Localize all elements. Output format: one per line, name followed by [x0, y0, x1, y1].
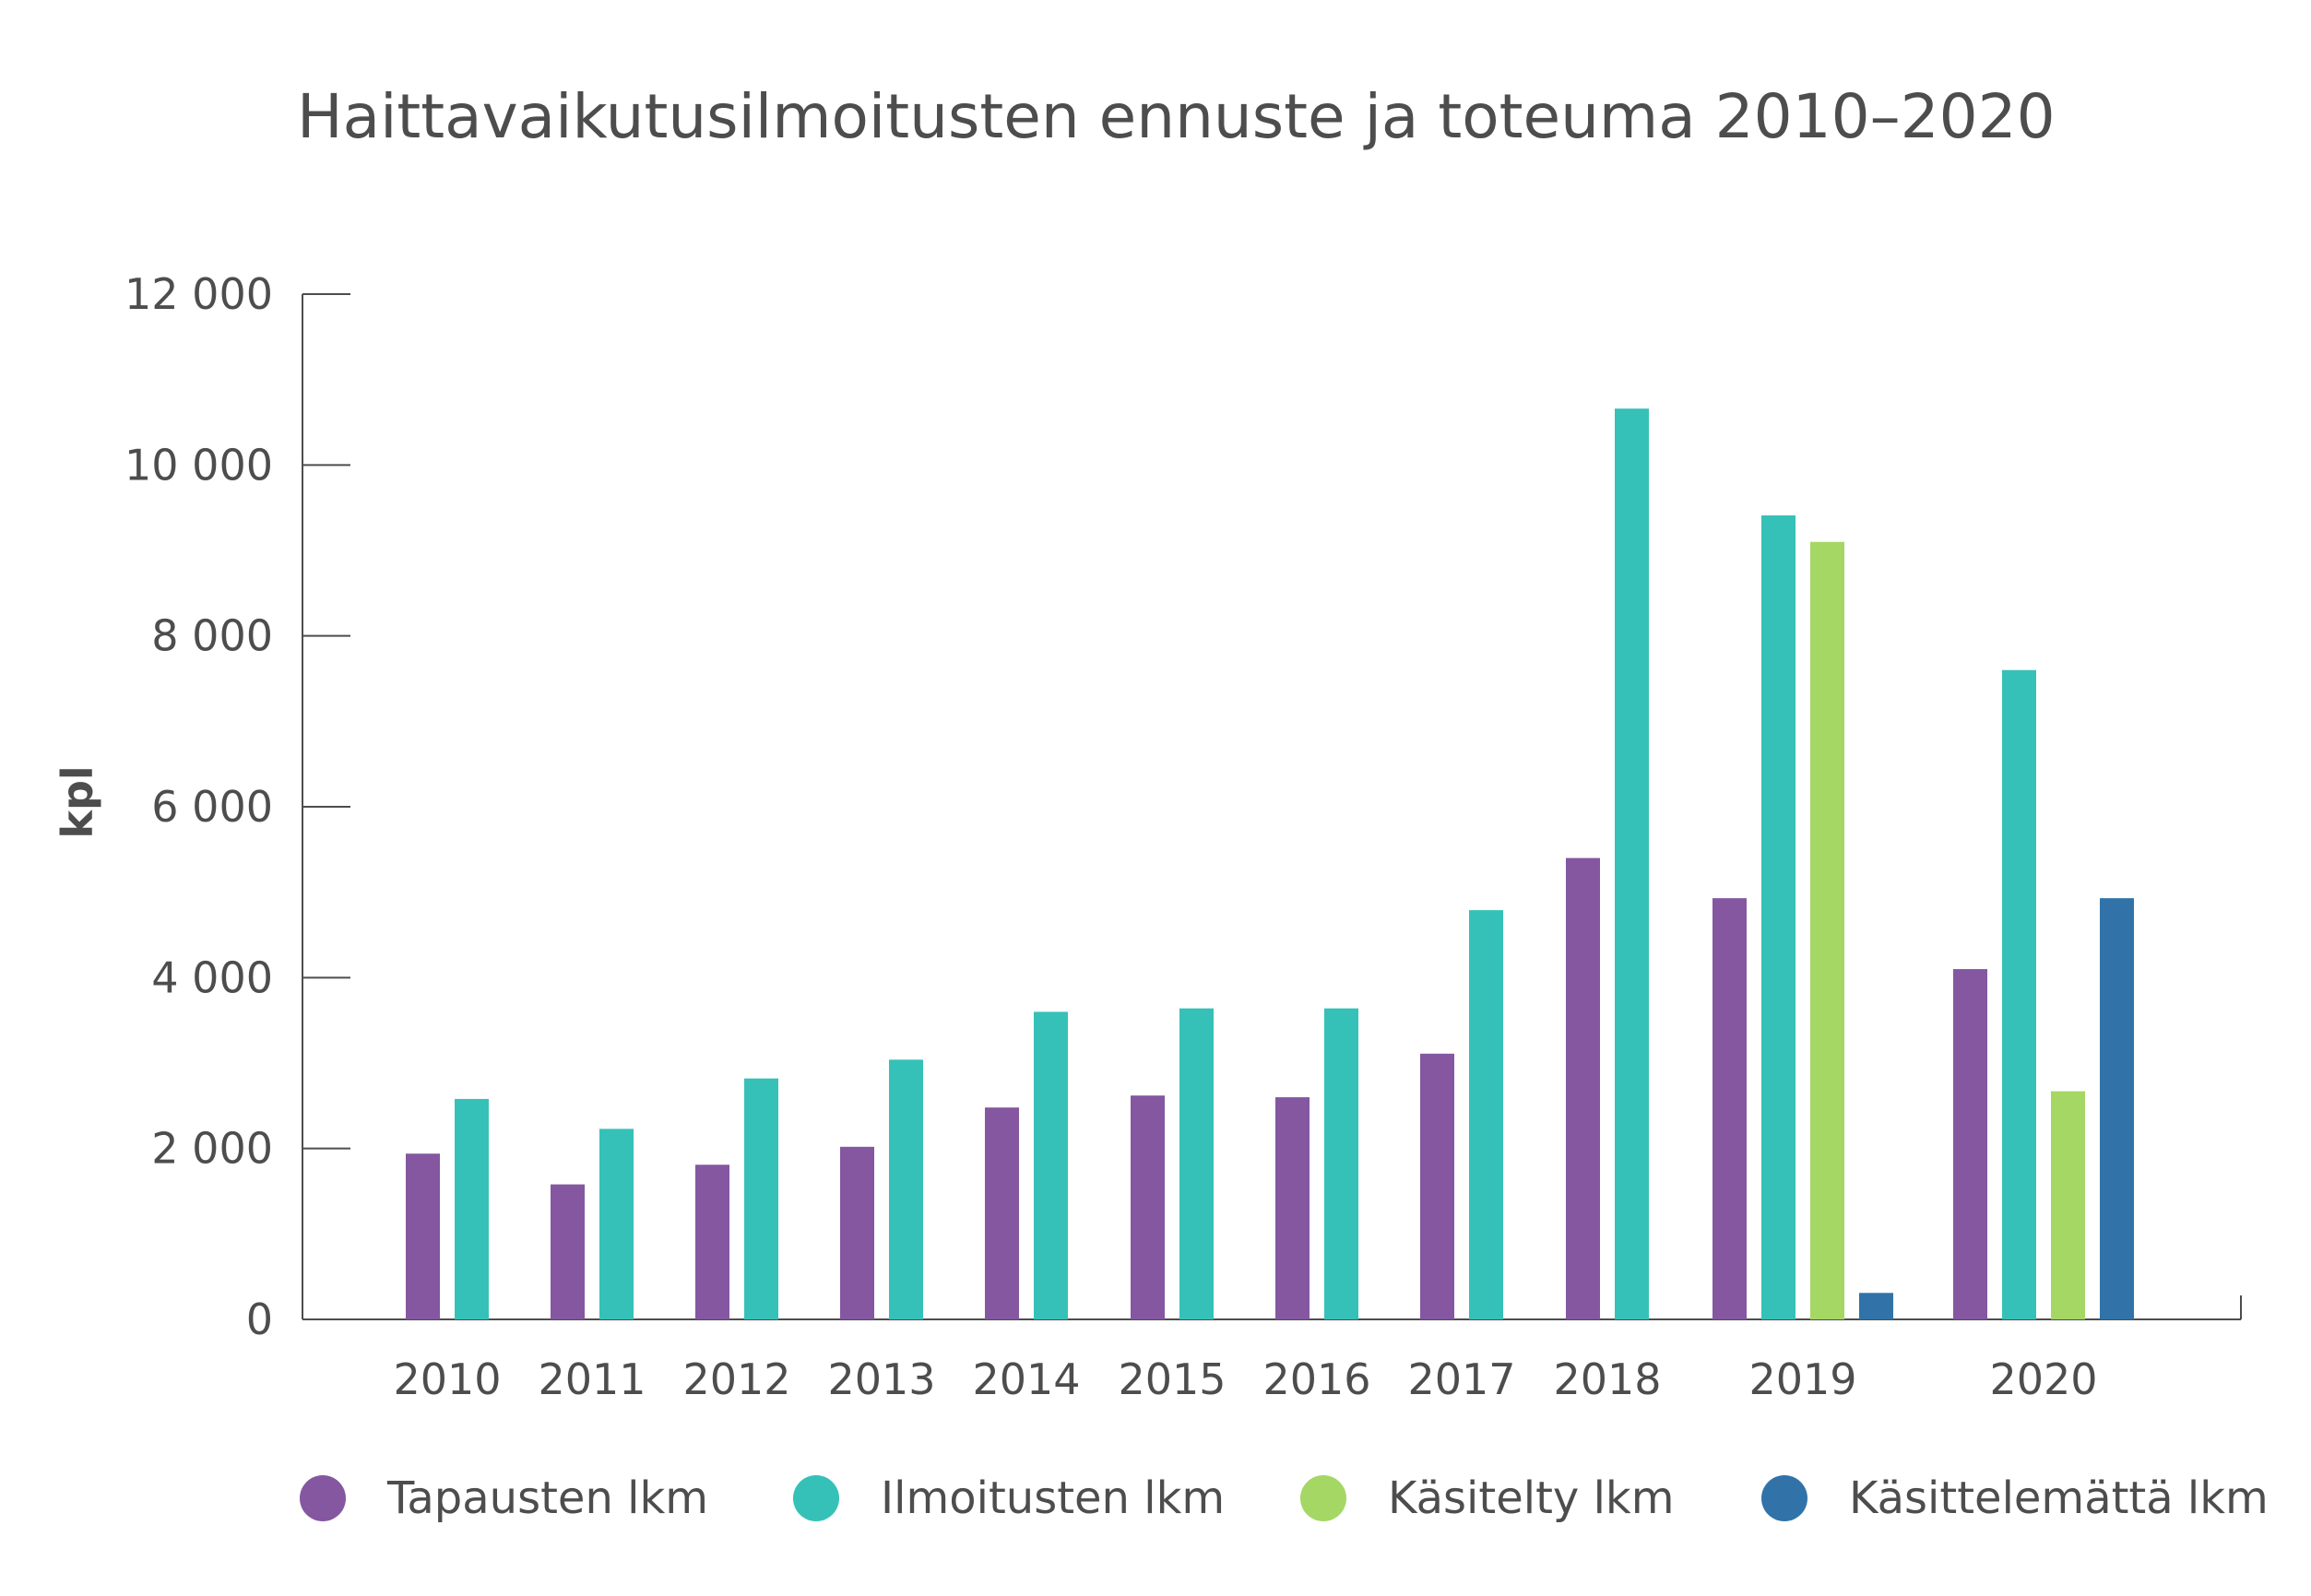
- y-tick-label: 8 000: [151, 611, 273, 661]
- x-tick-label: 2012: [682, 1354, 790, 1404]
- y-axis-label: kpl: [53, 765, 102, 838]
- bar-2017-series-2: [1469, 910, 1503, 1319]
- bar-2018-series-2: [1615, 408, 1649, 1319]
- legend-label-4: Käsittelemättä lkm: [1849, 1472, 2269, 1524]
- legend-swatch-1: [300, 1475, 346, 1521]
- bar-2013-series-1: [840, 1146, 874, 1319]
- bar-2011-series-2: [599, 1129, 634, 1319]
- bar-2020-series-3: [2051, 1091, 2085, 1319]
- bar-2011-series-1: [551, 1184, 585, 1319]
- y-axis: 0 2 000 4 000 6 000 8 000 10 000 12 000: [124, 269, 350, 1344]
- bar-2019-series-4: [1859, 1293, 1893, 1319]
- x-tick-label: 2016: [1262, 1354, 1370, 1404]
- legend-label-1: Tapausten lkm: [386, 1472, 708, 1524]
- bar-2016-series-2: [1324, 1008, 1358, 1319]
- bar-2014-series-1: [985, 1107, 1019, 1319]
- bar-2020-series-2: [2002, 669, 2036, 1319]
- bar-2010-series-2: [455, 1098, 489, 1319]
- y-tick-label: 2 000: [151, 1124, 273, 1174]
- x-tick-label: 2011: [538, 1354, 646, 1404]
- bar-2012-series-2: [744, 1078, 778, 1319]
- x-tick-label: 2018: [1553, 1354, 1661, 1404]
- bar-2012-series-1: [695, 1164, 729, 1319]
- x-tick-label: 2013: [827, 1354, 935, 1404]
- y-tick-label: 12 000: [124, 269, 273, 319]
- x-tick-label: 2019: [1748, 1354, 1856, 1404]
- bar-2015-series-1: [1131, 1095, 1165, 1319]
- x-tick-label: 2020: [1989, 1354, 2097, 1404]
- bars: [406, 408, 2134, 1319]
- bar-2020-series-1: [1953, 969, 1987, 1319]
- bar-2015-series-2: [1179, 1008, 1214, 1319]
- legend: Tapausten lkm Ilmoitusten lkm Käsitelty lk…: [300, 1472, 2269, 1524]
- bar-2018-series-1: [1566, 857, 1600, 1319]
- bar-2017-series-1: [1420, 1053, 1454, 1319]
- bar-2013-series-2: [889, 1059, 923, 1319]
- legend-swatch-3: [1300, 1475, 1346, 1521]
- y-tick-label: 6 000: [151, 782, 273, 832]
- bar-2010-series-1: [406, 1153, 440, 1319]
- y-tick-label: 10 000: [124, 440, 273, 490]
- bar-2014-series-2: [1034, 1011, 1068, 1319]
- x-tick-label: 2017: [1407, 1354, 1515, 1404]
- y-tick-label: 0: [246, 1295, 273, 1344]
- bar-2019-series-2: [1761, 515, 1795, 1319]
- bar-2019-series-1: [1713, 898, 1747, 1319]
- x-axis: 2010 2011 2012 2013 2014 2015 2016 2017 2018 2019…: [302, 1295, 2242, 1404]
- legend-label-3: Käsitelty lkm: [1388, 1472, 1674, 1524]
- bar-2016-series-1: [1275, 1097, 1310, 1319]
- legend-swatch-2: [793, 1475, 839, 1521]
- x-tick-label: 2015: [1118, 1354, 1226, 1404]
- bar-2019-series-3: [1810, 541, 1844, 1319]
- legend-label-2: Ilmoitusten lkm: [881, 1472, 1225, 1524]
- bar-2020-series-4: [2100, 898, 2134, 1319]
- x-tick-label: 2014: [972, 1354, 1080, 1404]
- chart-title: Haittavaikutusilmoitusten ennuste ja tot…: [297, 81, 2056, 152]
- legend-swatch-4: [1761, 1475, 1807, 1521]
- y-tick-label: 4 000: [151, 952, 273, 1002]
- x-tick-label: 2010: [393, 1354, 501, 1404]
